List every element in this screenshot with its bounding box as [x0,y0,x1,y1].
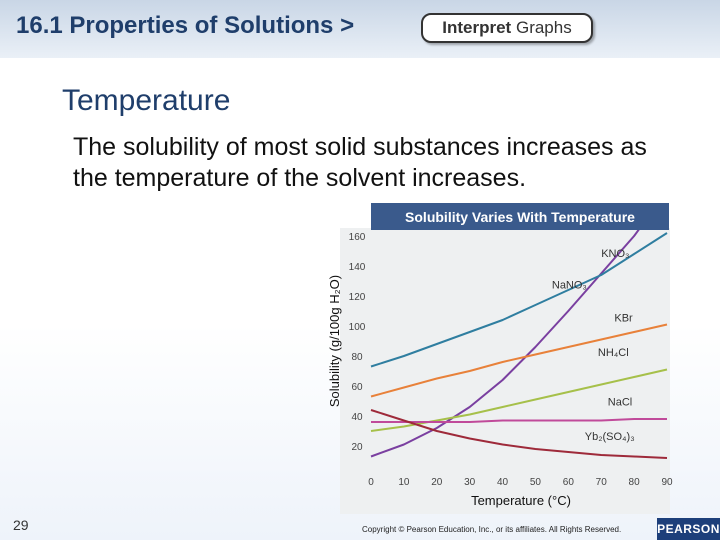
x-tick-label: 40 [497,477,509,488]
series-line [370,232,668,368]
series-label: NaNO₃ [552,280,587,292]
pill-bold-label: Interpret [442,18,512,37]
chart-title: Solubility Varies With Temperature [405,209,635,225]
y-tick-group: 20 40 60 80 100 120 140 160 [349,232,366,453]
x-axis-label: Temperature (°C) [471,493,571,508]
pill-label: Graphs [515,18,572,37]
x-tick-label: 20 [431,477,443,488]
series-line [370,409,668,459]
x-tick-label: 70 [596,477,608,488]
x-tick-label: 90 [661,477,673,488]
copyright-text: Copyright © Pearson Education, Inc., or … [362,525,622,534]
series-line [370,368,668,432]
y-tick-label: 60 [351,382,363,393]
x-tick-label: 50 [530,477,542,488]
chart-background [340,228,670,514]
y-tick-label: 20 [351,442,363,453]
y-tick-label: 80 [351,352,363,363]
y-tick-label: 140 [349,262,366,273]
series-group [370,230,668,459]
body-text: The solubility of most solid substances … [73,133,647,192]
series-line [371,418,667,423]
interpret-graphs-button[interactable]: Interpret Graphs [421,13,593,43]
y-tick-label: 160 [349,232,366,243]
x-tick-label: 0 [368,477,374,488]
pearson-logo: PEARSON [657,518,720,540]
page-number: 29 [13,517,29,533]
series-line [370,323,668,398]
y-tick-label: 40 [351,412,363,423]
y-tick-label: 100 [349,322,366,333]
y-tick-label: 120 [349,292,366,303]
x-tick-group: 0 10 20 30 40 50 60 70 80 90 [368,477,673,488]
series-label: NH₄Cl [598,347,629,359]
x-tick-label: 60 [563,477,575,488]
series-label: KNO₃ [601,248,629,260]
series-label: Yb₂(SO₄)₃ [585,431,635,443]
series-label: KBr [614,313,633,325]
x-tick-label: 80 [629,477,641,488]
x-tick-label: 10 [398,477,410,488]
series-label-group: KNO₃ NaNO₃ KBr NH₄Cl NaCl Yb₂(SO₄)₃ [552,248,635,443]
x-tick-label: 30 [464,477,476,488]
chart-title-bar [371,203,669,230]
section-title[interactable]: 16.1 Properties of Solutions > [16,12,355,39]
series-label: NaCl [608,397,632,409]
y-axis-label: Solubility (g/100g H₂O) [327,275,342,407]
header-bar [0,0,720,58]
series-line [370,230,640,458]
slide-heading: Temperature [62,84,231,117]
